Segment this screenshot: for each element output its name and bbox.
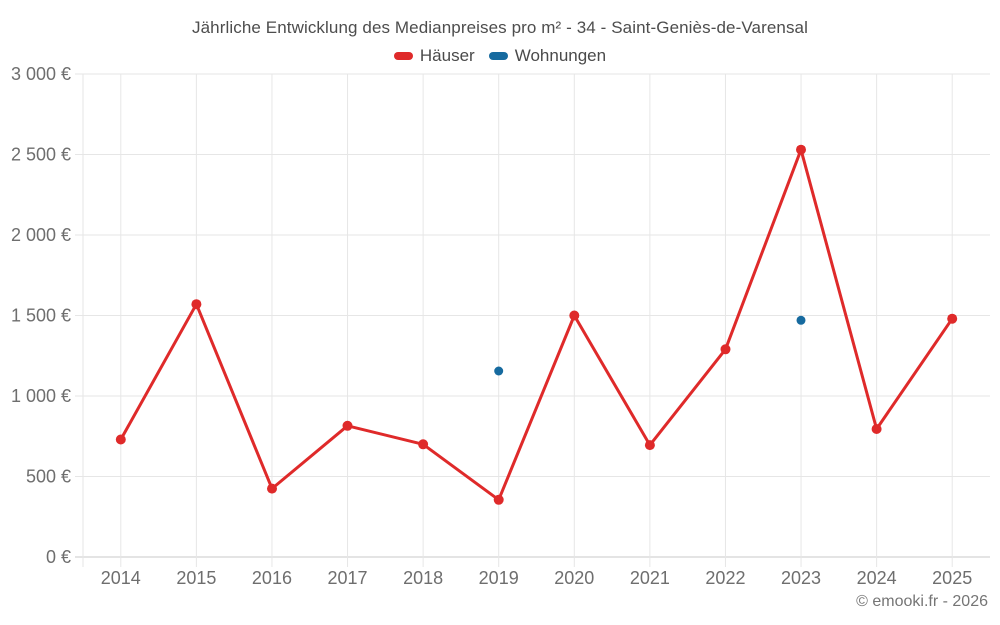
data-point-Wohnungen-2023[interactable] <box>796 315 806 325</box>
data-point-Häuser-2014[interactable] <box>115 434 126 445</box>
x-axis-tick-label: 2019 <box>479 568 519 588</box>
data-point-Häuser-2022[interactable] <box>720 344 731 355</box>
x-axis-tick-label: 2017 <box>328 568 368 588</box>
legend-item-hauser[interactable]: Häuser <box>393 46 475 66</box>
y-axis-tick-label: 1 500 € <box>11 306 71 326</box>
x-axis-tick-label: 2014 <box>101 568 141 588</box>
y-axis-tick-label: 3 000 € <box>11 64 71 84</box>
copyright-text: © emooki.fr - 2026 <box>856 593 988 610</box>
legend-item-wohnungen[interactable]: Wohnungen <box>488 46 607 66</box>
data-point-Häuser-2015[interactable] <box>191 299 202 310</box>
data-point-Häuser-2016[interactable] <box>267 483 277 494</box>
data-point-Häuser-2018[interactable] <box>418 439 429 450</box>
legend-label-wohnungen: Wohnungen <box>514 46 607 65</box>
y-axis-tick-label: 2 500 € <box>11 145 71 165</box>
data-point-Häuser-2020[interactable] <box>569 310 580 321</box>
y-axis-tick-label: 500 € <box>26 467 71 487</box>
legend: Häuser Wohnungen <box>0 46 1000 66</box>
y-axis-tick-label: 2 000 € <box>11 225 71 245</box>
wohnungen-series-swatch-icon <box>488 52 508 60</box>
data-point-Häuser-2025[interactable] <box>947 313 958 324</box>
hauser-series-swatch-icon <box>393 52 413 60</box>
x-axis-tick-label: 2023 <box>781 568 821 588</box>
x-axis-tick-label: 2025 <box>932 568 972 588</box>
data-point-Häuser-2021[interactable] <box>644 440 655 451</box>
x-axis-tick-label: 2022 <box>705 568 745 588</box>
data-point-Häuser-2023[interactable] <box>796 144 806 155</box>
data-point-Wohnungen-2019[interactable] <box>494 366 504 376</box>
series-line-Häuser <box>119 148 954 502</box>
data-point-Häuser-2017[interactable] <box>342 420 353 431</box>
x-axis-tick-label: 2015 <box>176 568 216 588</box>
data-point-Häuser-2019[interactable] <box>493 494 504 505</box>
x-axis-tick-label: 2016 <box>252 568 292 588</box>
data-point-Häuser-2024[interactable] <box>871 424 882 434</box>
x-axis-tick-label: 2024 <box>857 568 897 588</box>
y-axis-tick-label: 1 000 € <box>11 386 71 406</box>
x-axis-tick-label: 2018 <box>403 568 443 588</box>
x-axis-tick-label: 2020 <box>554 568 594 588</box>
chart-title: Jährliche Entwicklung des Medianpreises … <box>192 18 808 37</box>
legend-label-hauser: Häuser <box>419 46 475 65</box>
x-axis-tick-label: 2021 <box>630 568 670 588</box>
y-axis-tick-label: 0 € <box>46 547 71 567</box>
